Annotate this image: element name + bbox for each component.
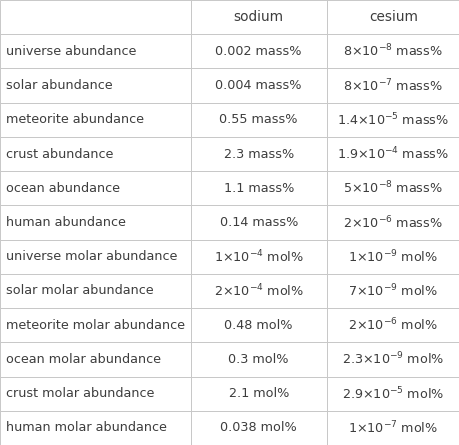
Bar bbox=[0, 137, 190, 171]
Text: 1.1 mass%: 1.1 mass% bbox=[223, 182, 293, 195]
Bar bbox=[326, 274, 459, 308]
Bar bbox=[326, 411, 459, 445]
Bar bbox=[0, 342, 190, 376]
Bar bbox=[326, 103, 459, 137]
Bar bbox=[0, 239, 190, 274]
Bar bbox=[190, 0, 326, 34]
Text: 1×10$^{-9}$ mol%: 1×10$^{-9}$ mol% bbox=[347, 248, 437, 265]
Bar bbox=[326, 342, 459, 376]
Text: 8×10$^{-8}$ mass%: 8×10$^{-8}$ mass% bbox=[343, 43, 442, 60]
Bar bbox=[190, 137, 326, 171]
Bar bbox=[190, 308, 326, 342]
Text: sodium: sodium bbox=[233, 10, 283, 24]
Bar bbox=[326, 308, 459, 342]
Text: human molar abundance: human molar abundance bbox=[6, 421, 166, 434]
Text: 1×10$^{-4}$ mol%: 1×10$^{-4}$ mol% bbox=[213, 248, 303, 265]
Text: solar abundance: solar abundance bbox=[6, 79, 112, 92]
Bar bbox=[0, 206, 190, 239]
Text: 2.1 mol%: 2.1 mol% bbox=[228, 387, 288, 400]
Text: 1.4×10$^{-5}$ mass%: 1.4×10$^{-5}$ mass% bbox=[336, 112, 448, 128]
Text: universe abundance: universe abundance bbox=[6, 45, 135, 58]
Text: 0.004 mass%: 0.004 mass% bbox=[215, 79, 302, 92]
Bar bbox=[0, 274, 190, 308]
Bar bbox=[0, 308, 190, 342]
Text: meteorite abundance: meteorite abundance bbox=[6, 113, 143, 126]
Bar bbox=[326, 206, 459, 239]
Text: human abundance: human abundance bbox=[6, 216, 125, 229]
Text: 0.48 mol%: 0.48 mol% bbox=[224, 319, 292, 332]
Text: crust abundance: crust abundance bbox=[6, 148, 112, 161]
Text: ocean abundance: ocean abundance bbox=[6, 182, 119, 195]
Text: 0.002 mass%: 0.002 mass% bbox=[215, 45, 302, 58]
Text: 2×10$^{-4}$ mol%: 2×10$^{-4}$ mol% bbox=[213, 283, 303, 299]
Bar bbox=[0, 171, 190, 206]
Text: 0.3 mol%: 0.3 mol% bbox=[228, 353, 288, 366]
Text: 2×10$^{-6}$ mol%: 2×10$^{-6}$ mol% bbox=[347, 317, 437, 333]
Bar bbox=[0, 69, 190, 103]
Text: 7×10$^{-9}$ mol%: 7×10$^{-9}$ mol% bbox=[347, 283, 437, 299]
Bar bbox=[0, 0, 190, 34]
Bar bbox=[326, 171, 459, 206]
Bar bbox=[190, 376, 326, 411]
Text: 2×10$^{-6}$ mass%: 2×10$^{-6}$ mass% bbox=[343, 214, 442, 231]
Text: 2.3 mass%: 2.3 mass% bbox=[223, 148, 293, 161]
Bar bbox=[190, 239, 326, 274]
Bar bbox=[0, 34, 190, 69]
Text: 1.9×10$^{-4}$ mass%: 1.9×10$^{-4}$ mass% bbox=[336, 146, 448, 162]
Bar bbox=[190, 342, 326, 376]
Text: cesium: cesium bbox=[368, 10, 417, 24]
Bar bbox=[326, 239, 459, 274]
Bar bbox=[326, 69, 459, 103]
Text: universe molar abundance: universe molar abundance bbox=[6, 250, 177, 263]
Text: ocean molar abundance: ocean molar abundance bbox=[6, 353, 160, 366]
Text: 1×10$^{-7}$ mol%: 1×10$^{-7}$ mol% bbox=[347, 420, 437, 436]
Text: 2.3×10$^{-9}$ mol%: 2.3×10$^{-9}$ mol% bbox=[341, 351, 443, 368]
Bar bbox=[190, 34, 326, 69]
Text: crust molar abundance: crust molar abundance bbox=[6, 387, 154, 400]
Bar bbox=[326, 34, 459, 69]
Text: meteorite molar abundance: meteorite molar abundance bbox=[6, 319, 184, 332]
Bar bbox=[190, 69, 326, 103]
Bar bbox=[190, 411, 326, 445]
Text: 0.55 mass%: 0.55 mass% bbox=[219, 113, 297, 126]
Bar bbox=[190, 171, 326, 206]
Text: 8×10$^{-7}$ mass%: 8×10$^{-7}$ mass% bbox=[343, 77, 442, 94]
Text: 0.14 mass%: 0.14 mass% bbox=[219, 216, 297, 229]
Text: 2.9×10$^{-5}$ mol%: 2.9×10$^{-5}$ mol% bbox=[341, 385, 443, 402]
Bar bbox=[190, 274, 326, 308]
Bar bbox=[190, 103, 326, 137]
Bar bbox=[326, 376, 459, 411]
Text: 5×10$^{-8}$ mass%: 5×10$^{-8}$ mass% bbox=[343, 180, 442, 197]
Text: 0.038 mol%: 0.038 mol% bbox=[220, 421, 297, 434]
Bar bbox=[190, 206, 326, 239]
Text: solar molar abundance: solar molar abundance bbox=[6, 284, 153, 297]
Bar bbox=[0, 376, 190, 411]
Bar bbox=[0, 103, 190, 137]
Bar bbox=[326, 137, 459, 171]
Bar bbox=[326, 0, 459, 34]
Bar bbox=[0, 411, 190, 445]
